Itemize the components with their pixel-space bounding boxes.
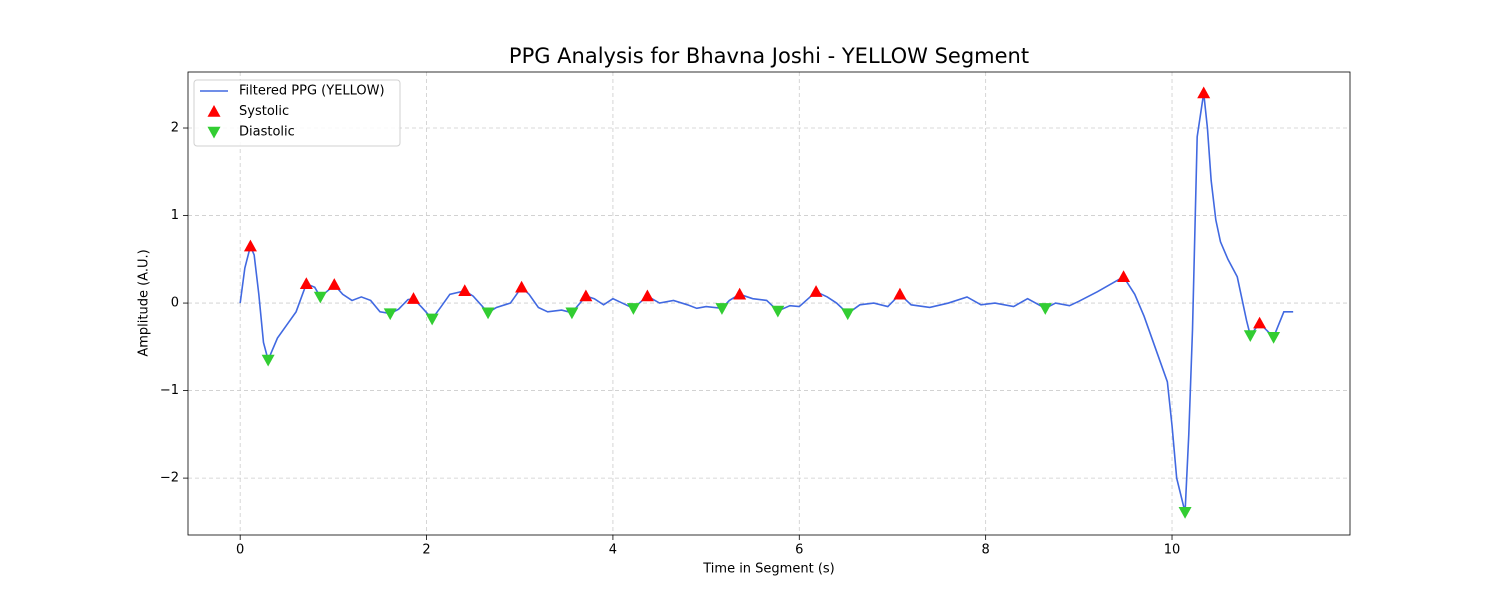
systolic-marker (515, 280, 529, 293)
systolic-marker (327, 278, 341, 290)
systolic-marker (1253, 316, 1267, 329)
x-tick-label: 2 (422, 543, 430, 558)
diastolic-marker (1178, 507, 1192, 519)
plot-frame (187, 71, 1351, 536)
diastolic-marker (383, 308, 397, 321)
x-tick-label: 8 (982, 543, 990, 558)
y-tick-label: 2 (171, 121, 179, 136)
x-tick-label: 6 (795, 543, 803, 558)
systolic-marker (579, 289, 593, 302)
legend-label: Systolic (239, 104, 289, 119)
systolic-marker (1197, 86, 1211, 99)
systolic-marker (458, 284, 472, 297)
diastolic-marker (1038, 303, 1052, 315)
y-tick-label: 1 (171, 208, 179, 223)
x-tick-label: 10 (1164, 543, 1181, 558)
systolic-marker (299, 277, 313, 290)
legend-swatch (207, 105, 221, 117)
diastolic-marker (715, 303, 729, 315)
diastolic-marker (481, 307, 495, 320)
diastolic-marker (771, 305, 785, 318)
systolic-marker (1117, 270, 1131, 283)
diastolic-marker (1243, 330, 1257, 342)
ppg-line (239, 92, 1294, 513)
x-tick-label: 0 (236, 543, 244, 558)
legend-label: Filtered PPG (YELLOW) (239, 84, 385, 99)
systolic-marker (243, 239, 257, 252)
chart-title: PPG Analysis for Bhavna Joshi - YELLOW S… (509, 44, 1029, 68)
y-tick-label: −1 (160, 383, 179, 398)
y-tick-label: 0 (171, 296, 179, 311)
systolic-marker (733, 287, 747, 300)
diastolic-marker (313, 291, 327, 304)
diastolic-marker (565, 307, 579, 320)
x-axis-label: Time in Segment (s) (702, 562, 834, 577)
legend-label: Diastolic (239, 125, 295, 140)
diastolic-marker (425, 313, 439, 326)
diastolic-marker (1267, 331, 1281, 344)
systolic-marker (809, 285, 823, 297)
systolic-marker (893, 287, 907, 300)
y-axis-label: Amplitude (A.U.) (137, 249, 152, 356)
diastolic-marker (261, 354, 275, 367)
y-tick-label: −2 (160, 471, 179, 486)
diastolic-marker (841, 308, 855, 321)
legend-swatch (207, 126, 221, 139)
systolic-marker (640, 289, 654, 302)
systolic-marker (407, 292, 421, 304)
x-tick-label: 4 (609, 543, 617, 558)
legend-box (193, 79, 401, 147)
diastolic-marker (626, 303, 640, 315)
